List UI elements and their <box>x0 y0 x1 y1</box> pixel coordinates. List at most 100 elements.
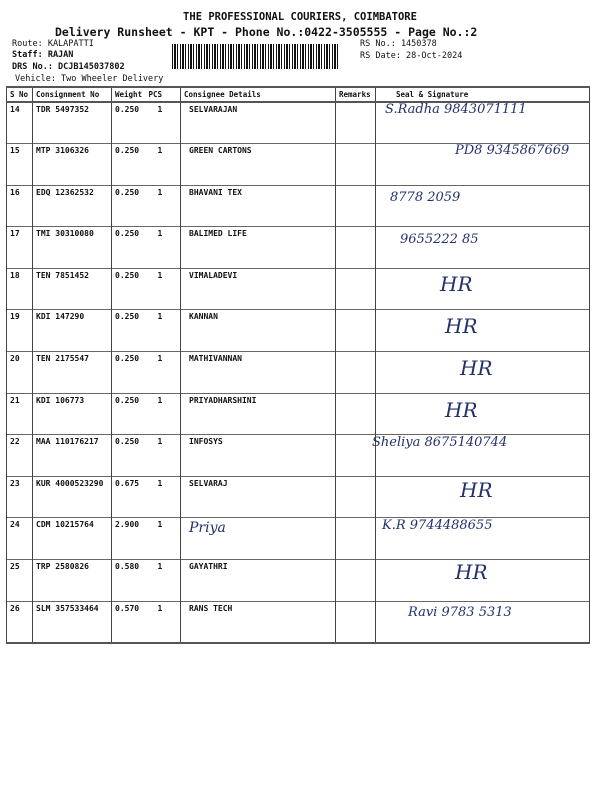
consignment-no: SLM 357533464 <box>32 601 112 643</box>
consignee-name: VIMALADEVI <box>180 268 336 310</box>
table-row: 16 EDQ 12362532 0.250 1 BHAVANI TEX <box>6 185 590 227</box>
sno: 22 <box>6 434 33 477</box>
consignment-no: TDR 5497352 <box>32 102 112 144</box>
remarks <box>335 476 376 518</box>
handwritten-signature: HR <box>445 314 478 338</box>
consignment-no: EDQ 12362532 <box>32 185 112 227</box>
consignee-name: PRIYADHARSHINI <box>180 393 336 435</box>
table-row: 20 TEN 2175547 0.250 1 MATHIVANNAN <box>6 351 590 394</box>
sno: 23 <box>6 476 33 518</box>
pcs: 1 <box>145 434 181 477</box>
staff: Staff: RAJAN <box>12 50 74 60</box>
pcs: 1 <box>145 393 181 435</box>
handwritten-signature: S.Radha 9843071111 <box>385 102 527 117</box>
pcs: 1 <box>145 143 181 186</box>
seal-signature <box>375 476 590 518</box>
pcs: 1 <box>145 309 181 352</box>
pcs: 1 <box>145 351 181 394</box>
runsheet-subtitle: Delivery Runsheet - KPT - Phone No.:0422… <box>55 25 478 39</box>
remarks <box>335 309 376 352</box>
consignment-no: TEN 2175547 <box>32 351 112 394</box>
consignee-name: SELVARAJAN <box>180 102 336 144</box>
sno: 24 <box>6 517 33 560</box>
consignee-name: INFOSYS <box>180 434 336 477</box>
table-row: 14 TDR 5497352 0.250 1 SELVARAJAN <box>6 102 590 144</box>
pcs: 1 <box>145 559 181 602</box>
remarks <box>335 143 376 186</box>
weight: 0.250 <box>111 393 146 435</box>
consignment-no: TRP 2580826 <box>32 559 112 602</box>
consignee-name: BALIMED LIFE <box>180 226 336 269</box>
handwritten-signature: K.R 9744488655 <box>382 518 493 533</box>
seal-signature <box>375 517 590 560</box>
weight: 0.580 <box>111 559 146 602</box>
sno: 25 <box>6 559 33 602</box>
pcs: 1 <box>145 517 181 560</box>
col-weight: Weight <box>111 86 146 103</box>
consignee-name: GAYATHRI <box>180 559 336 602</box>
sno: 16 <box>6 185 33 227</box>
sno: 19 <box>6 309 33 352</box>
handwritten-signature: HR <box>460 356 493 380</box>
table-row: 15 MTP 3106326 0.250 1 GREEN CARTONS <box>6 143 590 186</box>
seal-signature <box>375 559 590 602</box>
weight: 0.675 <box>111 476 146 518</box>
remarks <box>335 268 376 310</box>
weight: 0.250 <box>111 351 146 394</box>
table-row: 21 KDI 106773 0.250 1 PRIYADHARSHINI <box>6 393 590 435</box>
pcs: 1 <box>145 226 181 269</box>
weight: 0.250 <box>111 226 146 269</box>
runsheet-table: S No Consignment No Weight PCS Consignee… <box>6 86 590 644</box>
table-row: 19 KDI 147290 0.250 1 KANNAN <box>6 309 590 352</box>
handwritten-signature: HR <box>445 398 478 422</box>
consignment-no: MTP 3106326 <box>32 143 112 186</box>
consignee-name: KANNAN <box>180 309 336 352</box>
col-remarks: Remarks <box>335 86 376 103</box>
handwritten-signature: Sheliya 8675140744 <box>372 435 508 450</box>
table-row: 26 SLM 357533464 0.570 1 RANS TECH <box>6 601 590 643</box>
consignee-name: MATHIVANNAN <box>180 351 336 394</box>
route: Route: KALAPATTI <box>12 39 94 49</box>
remarks <box>335 434 376 477</box>
remarks <box>335 185 376 227</box>
handwritten-signature: 9655222 85 <box>400 232 479 247</box>
weight: 2.900 <box>111 517 146 560</box>
handwritten-signature: HR <box>460 478 493 502</box>
weight: 0.250 <box>111 268 146 310</box>
remarks <box>335 393 376 435</box>
weight: 0.250 <box>111 434 146 477</box>
consignment-no: KDI 106773 <box>32 393 112 435</box>
consignment-no: TMI 30310080 <box>32 226 112 269</box>
sno: 14 <box>6 102 33 144</box>
consignee-name: SELVARAJ <box>180 476 336 518</box>
drs-number: DRS No.: DCJB145037802 <box>12 62 125 72</box>
company-title: THE PROFESSIONAL COURIERS, COIMBATORE <box>183 11 417 23</box>
table-row: 22 MAA 110176217 0.250 1 INFOSYS <box>6 434 590 477</box>
weight: 0.570 <box>111 601 146 643</box>
remarks <box>335 226 376 269</box>
weight: 0.250 <box>111 102 146 144</box>
consignee-name: GREEN CARTONS <box>180 143 336 186</box>
rs-number: RS No.: 1450378 <box>360 39 437 49</box>
sno: 15 <box>6 143 33 186</box>
consignment-no: CDM 10215764 <box>32 517 112 560</box>
seal-signature <box>375 434 590 477</box>
seal-signature <box>375 351 590 394</box>
rs-date: RS Date: 28-Oct-2024 <box>360 51 463 61</box>
col-consignment: Consignment No <box>32 86 112 103</box>
weight: 0.250 <box>111 309 146 352</box>
pcs: 1 <box>145 268 181 310</box>
col-consignee: Consignee Details <box>180 86 336 103</box>
handwritten-signature: HR <box>455 560 488 584</box>
seal-signature <box>375 268 590 310</box>
remarks <box>335 517 376 560</box>
handwritten-signature: 8778 2059 <box>390 190 461 205</box>
consignee-name: Priya <box>180 517 336 560</box>
seal-signature <box>375 393 590 435</box>
pcs: 1 <box>145 185 181 227</box>
seal-signature <box>375 309 590 352</box>
consignee-name: BHAVANI TEX <box>180 185 336 227</box>
table-row: 17 TMI 30310080 0.250 1 BALIMED LIFE <box>6 226 590 269</box>
seal-signature <box>375 185 590 227</box>
pcs: 1 <box>145 476 181 518</box>
